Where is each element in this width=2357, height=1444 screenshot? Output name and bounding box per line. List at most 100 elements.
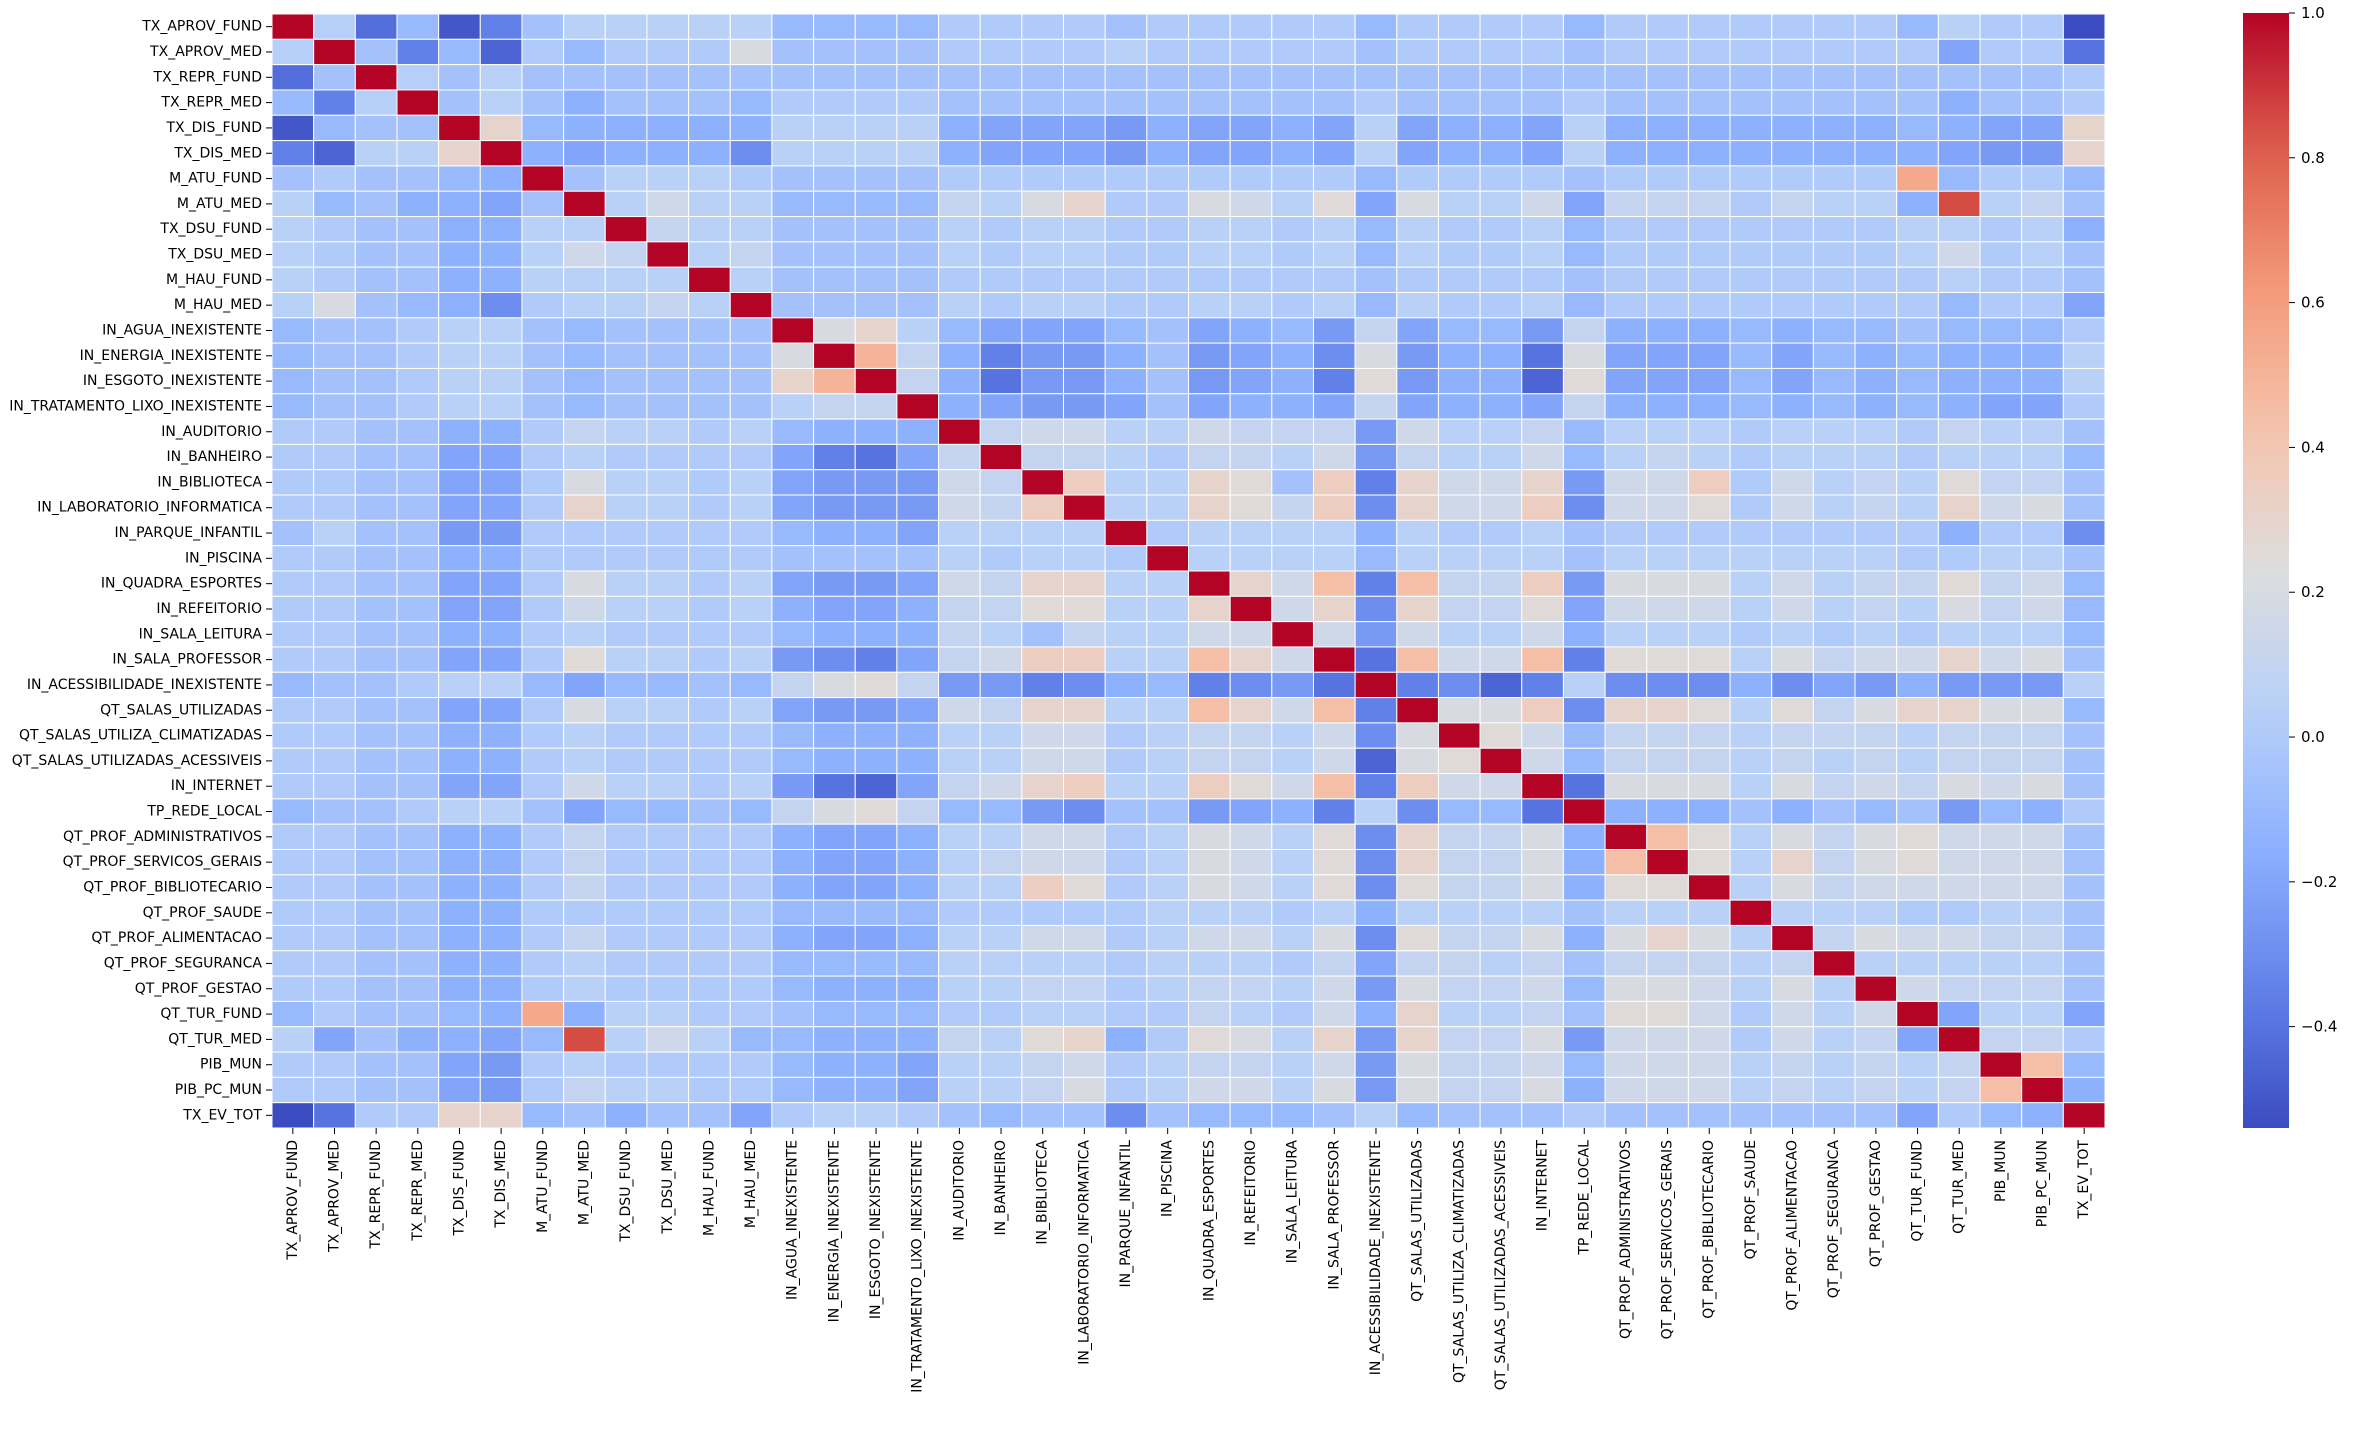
row-label: TP_REDE_LOCAL: [146, 804, 262, 820]
heatmap-cell: [646, 216, 690, 243]
heatmap-cell: [938, 950, 981, 977]
heatmap-cell: [1312, 849, 1356, 876]
heatmap-cell: [813, 190, 856, 218]
heatmap-cell: [1646, 595, 1689, 623]
heatmap-cell: [479, 621, 523, 648]
heatmap-cell: [1729, 494, 1773, 521]
heatmap-cell: [271, 950, 315, 977]
heatmap-cell: [1771, 950, 1814, 977]
row-label: IN_SALA_PROFESSOR: [112, 652, 262, 668]
heatmap-cell: [771, 494, 815, 521]
heatmap-cell: [813, 114, 856, 142]
heatmap-cell: [1312, 950, 1356, 977]
heatmap-cell: [1354, 874, 1398, 901]
heatmap-cell: [1479, 950, 1523, 977]
heatmap-cell: [1396, 849, 1439, 876]
heatmap-cell: [854, 671, 898, 699]
heatmap-cell: [479, 443, 523, 471]
heatmap-cell: [1229, 722, 1273, 749]
heatmap-cell: [1854, 1026, 1898, 1053]
heatmap-cell: [1646, 38, 1689, 66]
heatmap-cell: [1979, 849, 2023, 876]
heatmap-cell: [438, 292, 481, 319]
heatmap-cell: [1146, 241, 1189, 268]
heatmap-cell: [979, 874, 1023, 901]
heatmap-cell: [771, 443, 815, 471]
heatmap-cell: [1271, 13, 1314, 40]
heatmap-cell: [813, 747, 856, 775]
heatmap-cell: [521, 1026, 565, 1053]
heatmap-cell: [1104, 1102, 1148, 1129]
row-label: QT_PROF_SERVICOS_GERAIS: [63, 854, 262, 870]
heatmap-cell: [271, 874, 315, 901]
heatmap-cell: [1479, 823, 1523, 850]
heatmap-cell: [1437, 747, 1481, 775]
heatmap-cell: [396, 545, 440, 572]
heatmap-cell: [1354, 646, 1398, 673]
heatmap-cell: [854, 899, 898, 926]
heatmap-cell: [1437, 469, 1481, 496]
heatmap-cell: [1854, 975, 1898, 1002]
heatmap-cell: [1896, 1076, 1939, 1104]
heatmap-cell: [2062, 469, 2106, 496]
heatmap-cell: [2021, 114, 2064, 142]
heatmap-cell: [1521, 849, 1564, 876]
heatmap-cell: [396, 899, 440, 926]
heatmap-cell: [1021, 747, 1065, 775]
heatmap-cell: [354, 570, 398, 597]
heatmap-cell: [1604, 1000, 1648, 1028]
heatmap-cell: [938, 874, 981, 901]
heatmap-cell: [1521, 393, 1564, 420]
heatmap-cell: [813, 443, 856, 471]
heatmap-cell: [1063, 545, 1106, 572]
column-label: IN_BANHEIRO: [993, 1140, 1009, 1236]
heatmap-cell: [1562, 64, 1606, 91]
heatmap-cell: [271, 494, 315, 521]
heatmap-cell: [1521, 292, 1564, 319]
heatmap-cell: [2062, 1051, 2106, 1078]
heatmap-cell: [646, 975, 690, 1002]
heatmap-cell: [2021, 773, 2064, 800]
heatmap-cell: [563, 1000, 606, 1028]
heatmap-cell: [1812, 317, 1856, 344]
heatmap-cell: [2062, 216, 2106, 243]
heatmap-cell: [1979, 519, 2023, 547]
heatmap-cell: [271, 367, 315, 395]
heatmap-cell: [1521, 469, 1564, 496]
heatmap-cell: [1562, 570, 1606, 597]
heatmap-cell: [1021, 621, 1065, 648]
heatmap-cell: [813, 899, 856, 926]
heatmap-cell: [438, 367, 481, 395]
heatmap-cell: [938, 443, 981, 471]
heatmap-cell: [1521, 950, 1564, 977]
heatmap-cell: [1896, 266, 1939, 293]
heatmap-cell: [1979, 1102, 2023, 1129]
heatmap-cell: [1646, 1026, 1689, 1053]
heatmap-cell: [1729, 519, 1773, 547]
heatmap-cell: [1229, 924, 1273, 952]
heatmap-cell: [1729, 773, 1773, 800]
heatmap-cell: [1312, 317, 1356, 344]
heatmap-cell: [1229, 367, 1273, 395]
heatmap-cell: [396, 393, 440, 420]
heatmap-cell: [1146, 950, 1189, 977]
heatmap-cell: [854, 393, 898, 420]
heatmap-cell: [1479, 1000, 1523, 1028]
heatmap-cell: [521, 519, 565, 547]
heatmap-cell: [1354, 393, 1398, 420]
heatmap-cell: [521, 292, 565, 319]
heatmap-cell: [1188, 114, 1231, 142]
heatmap-cell: [604, 646, 648, 673]
heatmap-cell: [479, 393, 523, 420]
heatmap-cell: [1104, 671, 1148, 699]
heatmap-cell: [354, 1076, 398, 1104]
heatmap-cell: [2021, 570, 2064, 597]
heatmap-cell: [1188, 849, 1231, 876]
heatmap-cell: [396, 140, 440, 167]
heatmap-cell: [479, 266, 523, 293]
column-label: IN_BIBLIOTECA: [1035, 1140, 1051, 1245]
heatmap-cell: [1104, 317, 1148, 344]
heatmap-cell: [2062, 595, 2106, 623]
heatmap-cell: [1604, 13, 1648, 40]
heatmap-cell: [646, 1076, 690, 1104]
